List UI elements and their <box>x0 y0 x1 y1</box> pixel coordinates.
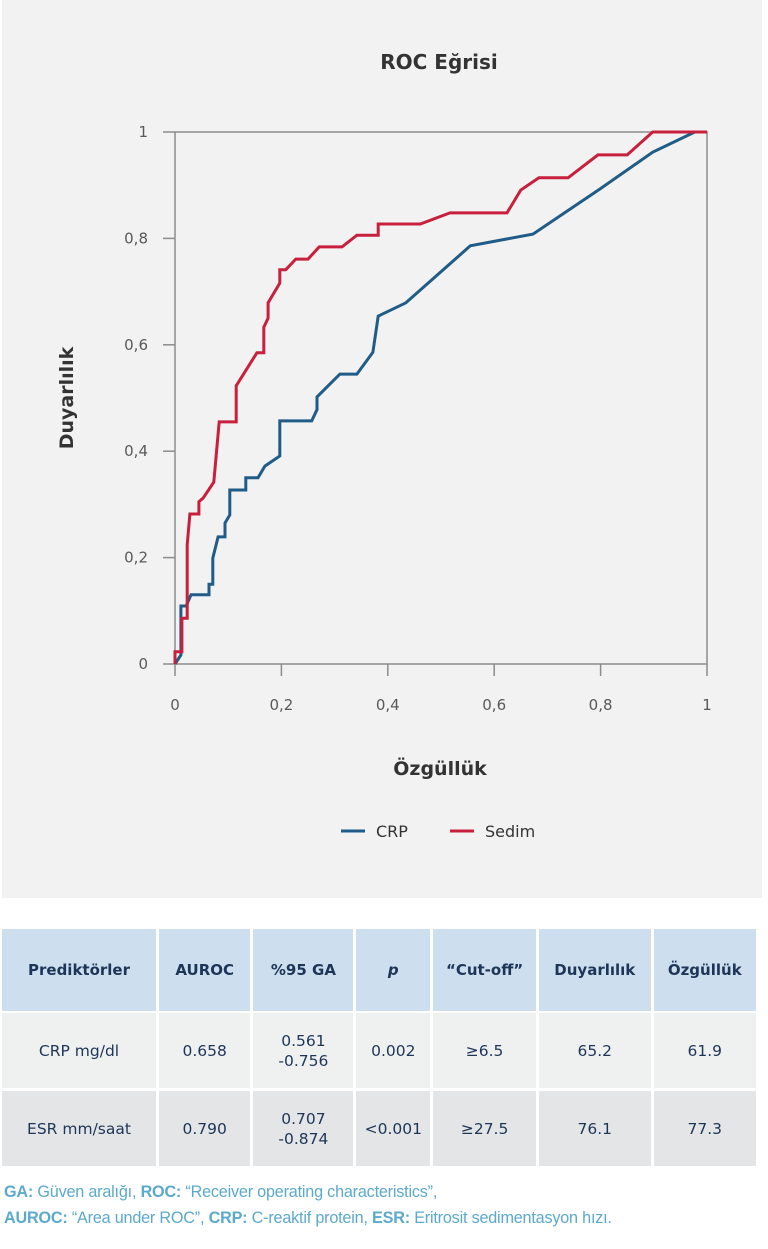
ci-low: 0.707 <box>281 1109 326 1128</box>
ci-high: -0.756 <box>278 1051 329 1070</box>
header-auroc: AUROC <box>159 929 251 1013</box>
footnote-line-2: AUROC: “Area under ROC”, CRP: C-reaktif … <box>4 1205 768 1231</box>
cell-cutoff: ≥6.5 <box>433 1013 537 1091</box>
table-row: CRP mg/dl 0.658 0.561 -0.756 0.002 ≥6.5 6… <box>2 1013 756 1091</box>
footnote: GA: Güven aralığı, ROC: “Receiver operat… <box>4 1179 768 1231</box>
def-esr: Eritrosit sedimentasyon hızı. <box>409 1209 612 1227</box>
cell-ci: 0.561 -0.756 <box>253 1013 354 1091</box>
x-tick-label: 0 <box>170 696 180 714</box>
chart-title: ROC Eğrisi <box>380 50 498 74</box>
x-tick-label: 0,8 <box>589 696 613 714</box>
cell-sensitivity: 76.1 <box>539 1091 651 1169</box>
x-tick-label: 0,6 <box>482 696 506 714</box>
y-tick-label: 0,2 <box>124 549 148 567</box>
cell-predictor: CRP mg/dl <box>2 1013 157 1091</box>
def-crp: C-reaktif protein, <box>247 1209 373 1227</box>
ci-high: -0.874 <box>278 1129 329 1148</box>
header-p: p <box>356 929 431 1013</box>
cell-auroc: 0.790 <box>159 1091 251 1169</box>
header-cutoff: “Cut-off” <box>433 929 537 1013</box>
def-ga: Güven aralığı, <box>33 1183 141 1201</box>
header-sensitivity: Duyarlılık <box>539 929 651 1013</box>
header-specificity: Özgüllük <box>653 929 756 1013</box>
abbr-auroc: AUROC: <box>4 1209 68 1227</box>
y-tick-label: 0 <box>138 655 148 673</box>
x-axis-title: Özgüllük <box>393 756 487 780</box>
chart-panel <box>2 0 762 898</box>
x-tick-label: 1 <box>702 696 712 714</box>
cell-sensitivity: 65.2 <box>539 1013 651 1091</box>
y-tick-label: 0,4 <box>124 442 148 460</box>
abbr-esr: ESR: <box>372 1209 410 1227</box>
x-tick-label: 0,4 <box>376 696 400 714</box>
legend: CRP Sedim <box>341 822 535 841</box>
y-tick-label: 0,6 <box>124 336 148 354</box>
cell-cutoff: ≥27.5 <box>433 1091 537 1169</box>
cell-predictor: ESR mm/saat <box>2 1091 157 1169</box>
header-ci: %95 GA <box>253 929 354 1013</box>
cell-ci: 0.707 -0.874 <box>253 1091 354 1169</box>
header-predictors: Prediktörler <box>2 929 157 1013</box>
abbr-roc: ROC: <box>140 1183 182 1201</box>
plot-frame <box>174 131 708 665</box>
series-line-sedim <box>173 130 707 664</box>
cell-p: <0.001 <box>356 1091 431 1169</box>
plot-border <box>174 131 708 665</box>
cell-specificity: 61.9 <box>653 1013 756 1091</box>
cell-auroc: 0.658 <box>159 1013 251 1091</box>
legend-label-sedim: Sedim <box>485 822 535 841</box>
y-tick-label: 0,8 <box>124 229 148 247</box>
table-row: ESR mm/saat 0.790 0.707 -0.874 <0.001 ≥27… <box>2 1091 756 1169</box>
series-line-crp <box>173 130 707 665</box>
cell-specificity: 77.3 <box>653 1091 756 1169</box>
x-tick-label: 0,2 <box>269 696 293 714</box>
predictor-table: Prediktörler AUROC %95 GA p “Cut-off” Du… <box>0 929 759 1169</box>
y-tick-label: 1 <box>138 123 148 141</box>
def-auroc: “Area under ROC”, <box>67 1209 209 1227</box>
y-axis-title: Duyarlılık <box>56 346 78 449</box>
def-roc: “Receiver operating characteristics”, <box>181 1183 438 1201</box>
series-lines <box>173 130 707 665</box>
table-header-row: Prediktörler AUROC %95 GA p “Cut-off” Du… <box>2 929 756 1013</box>
legend-label-crp: CRP <box>376 822 408 841</box>
roc-chart: ROC Eğrisi Duyarlılık Özgüllük 0 0,2 0,4 0,… <box>56 50 712 841</box>
footnote-line-1: GA: Güven aralığı, ROC: “Receiver operat… <box>4 1179 768 1205</box>
abbr-ga: GA: <box>4 1183 34 1201</box>
axis-ticks: 0 0,2 0,4 0,6 0,8 1 0 0,2 0,4 0,6 0,8 1 <box>124 123 712 714</box>
ci-low: 0.561 <box>281 1031 326 1050</box>
abbr-crp: CRP: <box>208 1209 248 1227</box>
cell-p: 0.002 <box>356 1013 431 1091</box>
